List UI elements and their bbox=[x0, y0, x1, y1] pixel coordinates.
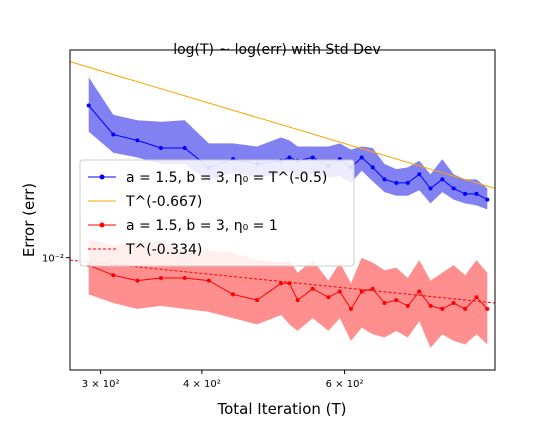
blue-series-point bbox=[428, 186, 433, 191]
blue-series-point bbox=[485, 197, 490, 202]
blue-series-point bbox=[111, 132, 116, 137]
y-axis-label: Error (err) bbox=[20, 183, 38, 257]
red-series-point bbox=[370, 286, 375, 291]
red-series-point bbox=[279, 281, 284, 286]
axis-ticks: 3 × 10² 4 × 10² 6 × 10² 10⁻² bbox=[42, 254, 364, 390]
red-series-point bbox=[428, 303, 433, 308]
blue-series-point bbox=[182, 146, 187, 150]
legend-label: a = 1.5, b = 3, η₀ = 1 bbox=[126, 218, 278, 234]
red-series-point bbox=[474, 295, 479, 300]
orange-reference-line bbox=[69, 61, 496, 189]
blue-series-point bbox=[394, 180, 399, 185]
blue-series-point bbox=[451, 186, 456, 191]
blue-series-point bbox=[359, 155, 364, 160]
x-tick-label: 3 × 10² bbox=[82, 379, 120, 390]
x-tick-label: 4 × 10² bbox=[183, 379, 221, 390]
blue-series-point bbox=[158, 146, 163, 150]
red-series-point bbox=[349, 306, 353, 311]
red-series-point bbox=[359, 289, 364, 294]
legend-label: a = 1.5, b = 3, η₀ = T^(-0.5) bbox=[126, 170, 327, 186]
blue-std-band bbox=[88, 77, 488, 210]
x-tick-label: 6 × 10² bbox=[326, 379, 364, 390]
blue-series-point bbox=[440, 177, 445, 182]
red-series-point bbox=[485, 306, 490, 311]
blue-series-point bbox=[86, 103, 91, 108]
axes-frame bbox=[69, 49, 496, 371]
red-series-point bbox=[451, 301, 456, 305]
blue-series-point bbox=[135, 138, 140, 143]
x-axis-label: Total Iteration (T) bbox=[216, 400, 346, 418]
blue-series-point bbox=[310, 155, 315, 160]
legend-marker bbox=[99, 174, 105, 180]
blue-series-point bbox=[287, 155, 292, 160]
legend-box bbox=[79, 159, 355, 267]
red-series-point bbox=[310, 286, 315, 291]
red-series-point bbox=[287, 281, 292, 286]
red-series-point bbox=[440, 306, 445, 311]
legend: a = 1.5, b = 3, η₀ = T^(-0.5) T^(-0.667) a… bbox=[79, 159, 355, 267]
red-series-point bbox=[326, 295, 331, 300]
blue-series-point bbox=[370, 165, 375, 170]
red-series-point bbox=[255, 298, 260, 303]
red-series-point bbox=[295, 298, 300, 303]
red-series-point bbox=[417, 289, 422, 294]
blue-series-point bbox=[382, 177, 387, 182]
red-series-point bbox=[182, 276, 187, 280]
blue-series-point bbox=[417, 172, 422, 177]
red-series-point bbox=[111, 273, 116, 278]
red-series-point bbox=[382, 301, 387, 305]
blue-series-point bbox=[405, 180, 410, 185]
legend-label: T^(-0.667) bbox=[125, 194, 202, 210]
red-series-point bbox=[231, 292, 235, 297]
red-series-point bbox=[337, 289, 342, 294]
blue-series-point bbox=[474, 191, 479, 196]
red-series-point bbox=[135, 278, 140, 283]
y-tick-label: 10⁻² bbox=[42, 254, 64, 265]
red-series-point bbox=[394, 298, 399, 303]
legend-label: T^(-0.334) bbox=[125, 242, 202, 258]
red-series-point bbox=[158, 276, 163, 280]
red-series-point bbox=[206, 278, 211, 283]
red-reference-line bbox=[69, 259, 496, 304]
legend-marker bbox=[99, 222, 105, 228]
red-series-point bbox=[405, 303, 410, 308]
red-series-point bbox=[463, 306, 468, 311]
blue-series-point bbox=[463, 191, 468, 196]
